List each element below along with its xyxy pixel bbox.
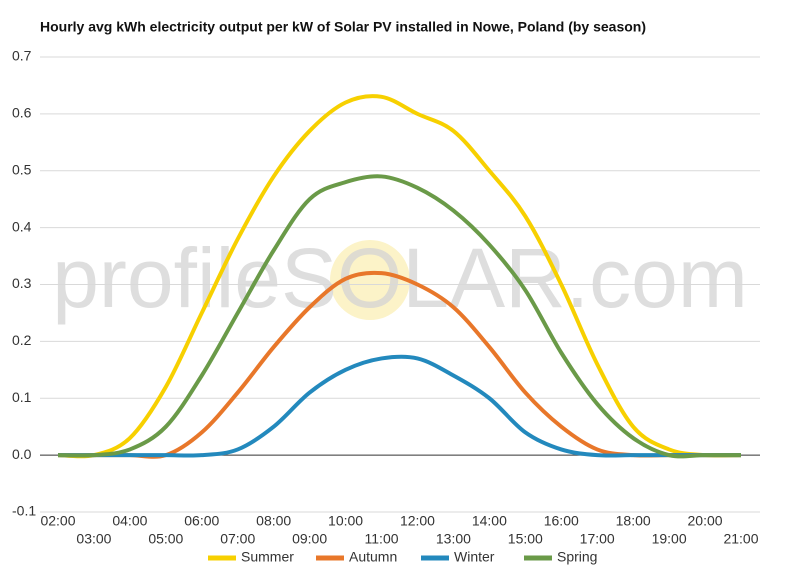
y-tick-label: 0.6 (12, 105, 32, 121)
series-line (57, 94, 742, 459)
x-tick-label: 06:00 (184, 513, 219, 529)
chart-title: Hourly avg kWh electricity output per kW… (40, 19, 646, 35)
x-tick-label: 03:00 (76, 531, 111, 547)
legend-label: Winter (454, 549, 495, 565)
series-line (57, 174, 741, 459)
y-tick-label: 0.0 (12, 446, 32, 462)
series-line (58, 354, 741, 458)
legend-label: Autumn (349, 549, 397, 565)
x-tick-label: 09:00 (292, 531, 327, 547)
x-tick-label: 16:00 (544, 513, 579, 529)
y-tick-label: 0.3 (12, 275, 32, 291)
x-tick-label: 10:00 (328, 513, 363, 529)
x-tick-label: 19:00 (652, 531, 687, 547)
y-tick-label: 0.1 (12, 389, 32, 405)
y-tick-label: 0.7 (12, 48, 32, 64)
x-tick-label: 18:00 (616, 513, 651, 529)
x-tick-label: 15:00 (508, 531, 543, 547)
x-tick-label: 17:00 (580, 531, 615, 547)
y-tick-label: 0.5 (12, 161, 32, 177)
y-tick-label: -0.1 (12, 503, 36, 519)
x-tick-label: 20:00 (688, 513, 723, 529)
x-tick-label: 07:00 (220, 531, 255, 547)
x-tick-label: 14:00 (472, 513, 507, 529)
legend-label: Summer (241, 549, 294, 565)
x-tick-label: 08:00 (256, 513, 291, 529)
y-tick-label: 0.2 (12, 332, 32, 348)
legend-label: Spring (557, 549, 597, 565)
x-tick-label: 05:00 (148, 531, 183, 547)
y-tick-label: 0.4 (12, 218, 32, 234)
x-tick-label: 11:00 (365, 531, 399, 547)
x-tick-label: 02:00 (40, 513, 75, 529)
x-tick-label: 12:00 (400, 513, 435, 529)
watermark-sun (330, 240, 410, 320)
x-tick-label: 04:00 (112, 513, 147, 529)
x-tick-label: 21:00 (723, 531, 758, 547)
x-tick-label: 13:00 (436, 531, 471, 547)
